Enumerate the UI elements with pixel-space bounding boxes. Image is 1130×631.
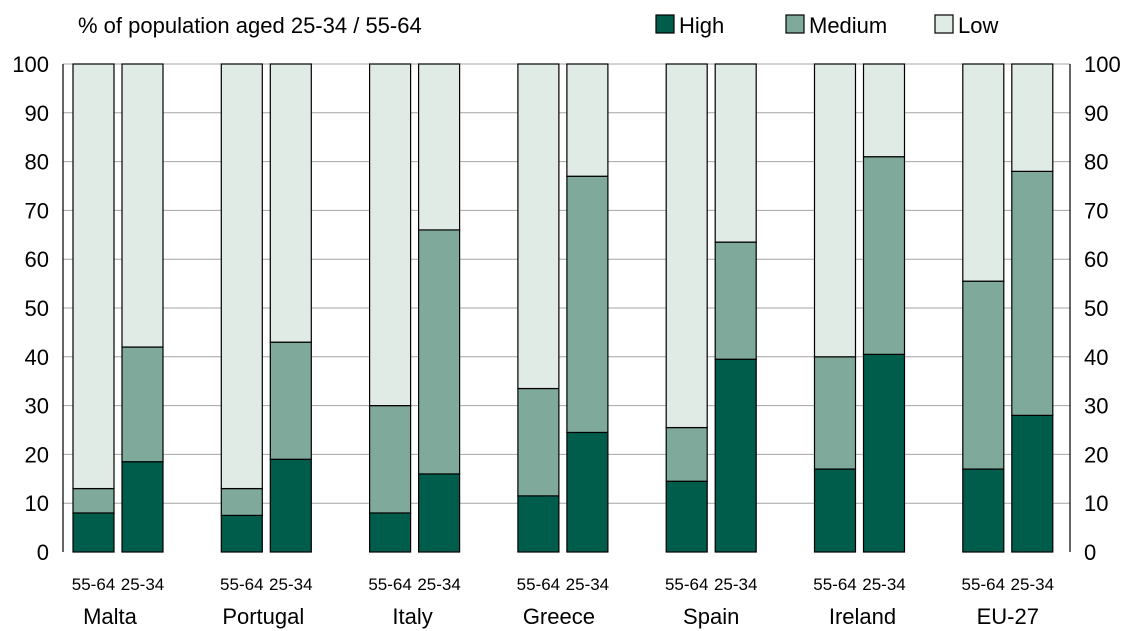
labels: 0 0 10 10 20 20 30 30 40 40 50 50 60 60 70 70 80 80 90 90 10… bbox=[12, 52, 1120, 629]
bar-malta-25-34-low bbox=[121, 63, 164, 348]
country-label: Portugal bbox=[222, 604, 304, 629]
bar-ireland-55-64-low bbox=[813, 63, 857, 358]
age-label: 55-64 bbox=[72, 575, 115, 594]
bar-portugal-25-34-low bbox=[269, 63, 312, 343]
bar-portugal-55-64-low bbox=[220, 63, 263, 490]
age-label: 25-34 bbox=[121, 575, 164, 594]
bar-malta-55-64-high bbox=[72, 512, 115, 553]
bar-greece-55-64-high bbox=[517, 495, 560, 553]
bar-italy-55-64-low bbox=[369, 63, 412, 407]
y-tick-right-0: 0 bbox=[1084, 540, 1096, 565]
bar-eu-27-55-64-high bbox=[962, 468, 1005, 553]
bars bbox=[72, 63, 1054, 553]
y-tick-right-50: 50 bbox=[1084, 296, 1108, 321]
bar-italy-55-64-medium bbox=[369, 405, 412, 514]
bar-malta-25-34-high bbox=[121, 461, 164, 553]
age-label: 55-64 bbox=[813, 575, 856, 594]
bar-ireland-25-34-high bbox=[862, 353, 906, 553]
bar-spain-25-34-low bbox=[714, 63, 757, 243]
bar-malta-55-64-medium bbox=[72, 487, 115, 514]
bar-eu-27-55-64-low bbox=[962, 63, 1005, 282]
country-label: EU-27 bbox=[977, 604, 1039, 629]
age-label: 55-64 bbox=[517, 575, 560, 594]
y-tick-left-60: 60 bbox=[25, 247, 49, 272]
legend-swatch-low bbox=[934, 14, 954, 34]
legend: High Medium Low bbox=[655, 13, 998, 38]
axes bbox=[62, 64, 1071, 552]
bar-italy-55-64-high bbox=[369, 512, 412, 553]
y-tick-right-70: 70 bbox=[1084, 198, 1108, 223]
bar-portugal-55-64-medium bbox=[220, 487, 263, 516]
age-label: 25-34 bbox=[862, 575, 905, 594]
country-label: Malta bbox=[83, 604, 138, 629]
bar-malta-55-64-low bbox=[72, 63, 115, 490]
y-tick-left-50: 50 bbox=[25, 296, 49, 321]
chart-title: % of population aged 25-34 / 55-64 bbox=[78, 13, 422, 38]
y-tick-left-10: 10 bbox=[25, 491, 49, 516]
bar-eu-27-25-34-high bbox=[1011, 414, 1054, 553]
bar-spain-25-34-medium bbox=[714, 241, 757, 360]
bar-greece-55-64-medium bbox=[517, 387, 560, 497]
country-label: Spain bbox=[683, 604, 739, 629]
age-label: 25-34 bbox=[566, 575, 609, 594]
y-tick-right-40: 40 bbox=[1084, 345, 1108, 370]
bar-italy-25-34-high bbox=[418, 473, 461, 553]
y-tick-right-100: 100 bbox=[1084, 52, 1121, 77]
bar-ireland-25-34-medium bbox=[862, 156, 906, 355]
y-tick-left-100: 100 bbox=[12, 52, 49, 77]
y-tick-right-60: 60 bbox=[1084, 247, 1108, 272]
y-tick-left-30: 30 bbox=[25, 394, 49, 419]
age-label: 55-64 bbox=[962, 575, 1005, 594]
bar-greece-55-64-low bbox=[517, 63, 560, 390]
bar-ireland-55-64-high bbox=[813, 468, 857, 553]
bar-portugal-25-34-high bbox=[269, 458, 312, 553]
age-label: 55-64 bbox=[368, 575, 411, 594]
bar-greece-25-34-high bbox=[566, 431, 609, 553]
legend-swatch-high bbox=[655, 14, 675, 34]
bar-eu-27-25-34-medium bbox=[1011, 170, 1054, 416]
y-tick-right-20: 20 bbox=[1084, 442, 1108, 467]
country-label: Ireland bbox=[829, 604, 896, 629]
bar-malta-25-34-medium bbox=[121, 346, 164, 463]
y-tick-left-20: 20 bbox=[25, 442, 49, 467]
age-label: 25-34 bbox=[417, 575, 460, 594]
y-tick-right-10: 10 bbox=[1084, 491, 1108, 516]
age-label: 55-64 bbox=[220, 575, 263, 594]
legend-swatch-medium bbox=[785, 14, 805, 34]
bar-eu-27-25-34-low bbox=[1011, 63, 1054, 172]
y-tick-left-40: 40 bbox=[25, 345, 49, 370]
y-tick-right-30: 30 bbox=[1084, 394, 1108, 419]
bar-portugal-25-34-medium bbox=[269, 341, 312, 460]
y-tick-left-70: 70 bbox=[25, 198, 49, 223]
legend-label-medium: Medium bbox=[809, 13, 887, 38]
bar-greece-25-34-medium bbox=[566, 175, 609, 434]
y-tick-right-80: 80 bbox=[1084, 150, 1108, 175]
legend-label-low: Low bbox=[958, 13, 998, 38]
legend-label-high: High bbox=[679, 13, 724, 38]
bar-spain-55-64-high bbox=[665, 480, 708, 553]
bar-greece-25-34-low bbox=[566, 63, 609, 177]
y-tick-left-0: 0 bbox=[37, 540, 49, 565]
country-label: Greece bbox=[523, 604, 595, 629]
y-tick-left-80: 80 bbox=[25, 150, 49, 175]
bar-italy-25-34-medium bbox=[418, 229, 461, 475]
y-tick-left-90: 90 bbox=[25, 101, 49, 126]
bar-portugal-55-64-high bbox=[220, 514, 263, 553]
bar-spain-55-64-medium bbox=[665, 426, 708, 482]
bar-ireland-55-64-medium bbox=[813, 356, 857, 470]
age-label: 25-34 bbox=[714, 575, 757, 594]
bar-spain-25-34-high bbox=[714, 358, 757, 553]
country-label: Italy bbox=[392, 604, 432, 629]
bar-italy-25-34-low bbox=[418, 63, 461, 231]
bar-ireland-25-34-low bbox=[862, 63, 906, 158]
bar-spain-55-64-low bbox=[665, 63, 708, 429]
age-label: 25-34 bbox=[1011, 575, 1054, 594]
bar-eu-27-55-64-medium bbox=[962, 280, 1005, 470]
y-tick-right-90: 90 bbox=[1084, 101, 1108, 126]
age-label: 25-34 bbox=[269, 575, 312, 594]
age-label: 55-64 bbox=[665, 575, 708, 594]
